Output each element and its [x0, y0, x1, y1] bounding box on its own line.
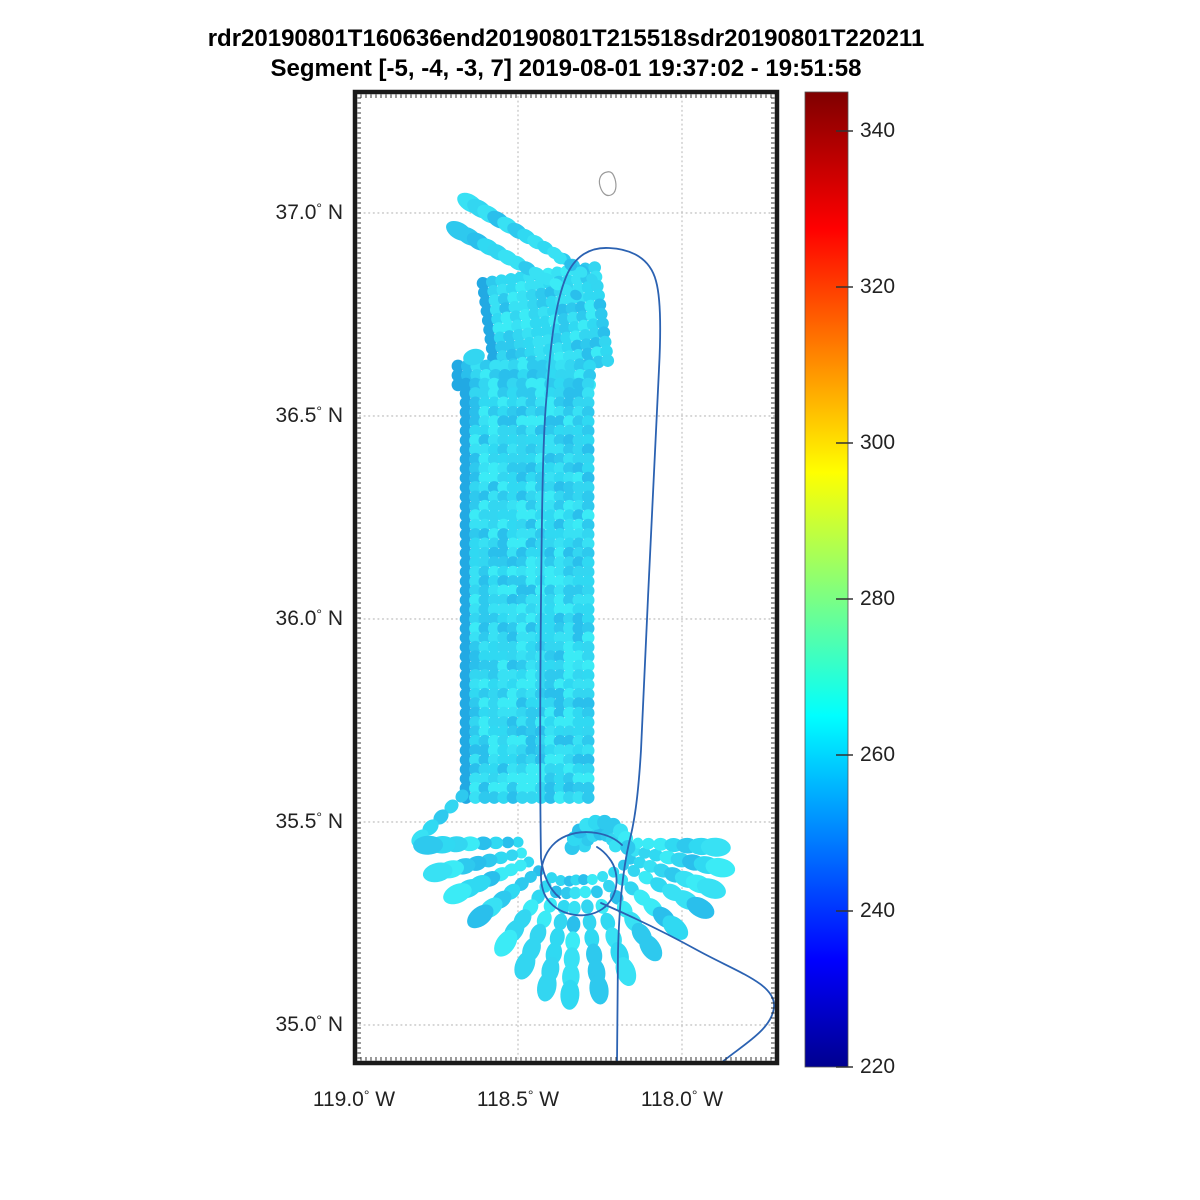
colorbar-tick-label: 220: [860, 1055, 896, 1078]
map-frame-minor-ticks: [357, 94, 775, 1061]
colorbar-tick-label: 300: [860, 431, 896, 454]
y-axis-tick-label: 35.5° N: [275, 809, 343, 833]
chart-title-line2: Segment [-5, -4, -3, 7] 2019-08-01 19:37…: [270, 55, 862, 82]
colorbar-tick-label: 320: [860, 275, 896, 298]
y-axis-tick-label: 36.5° N: [275, 403, 343, 427]
y-axis-tick-label: 36.0° N: [275, 606, 343, 630]
x-axis-tick-label: 118.0° W: [640, 1087, 724, 1111]
map-frame-border: [352, 89, 780, 1066]
map-contour-lake: [598, 171, 617, 197]
colorbar-tick-label: 340: [860, 119, 896, 142]
y-axis-tick-label: 35.0° N: [275, 1012, 343, 1036]
colorbar-tick-label: 260: [860, 743, 896, 766]
x-axis-tick-label: 118.5° W: [476, 1087, 560, 1111]
flight-track-lines: [539, 247, 775, 1064]
colorbar-tick-label: 280: [860, 587, 896, 610]
colorbar-tick-marks: [836, 130, 853, 1068]
y-axis-tick-label: 37.0° N: [275, 200, 343, 224]
colorbar-gradient: [804, 91, 849, 1068]
x-axis-tick-label: 119.0° W: [312, 1087, 396, 1111]
scatter-swath-points: [411, 192, 736, 1010]
colorbar-tick-label: 240: [860, 899, 896, 922]
chart-title-line1: rdr20190801T160636end20190801T215518sdr2…: [207, 25, 925, 52]
